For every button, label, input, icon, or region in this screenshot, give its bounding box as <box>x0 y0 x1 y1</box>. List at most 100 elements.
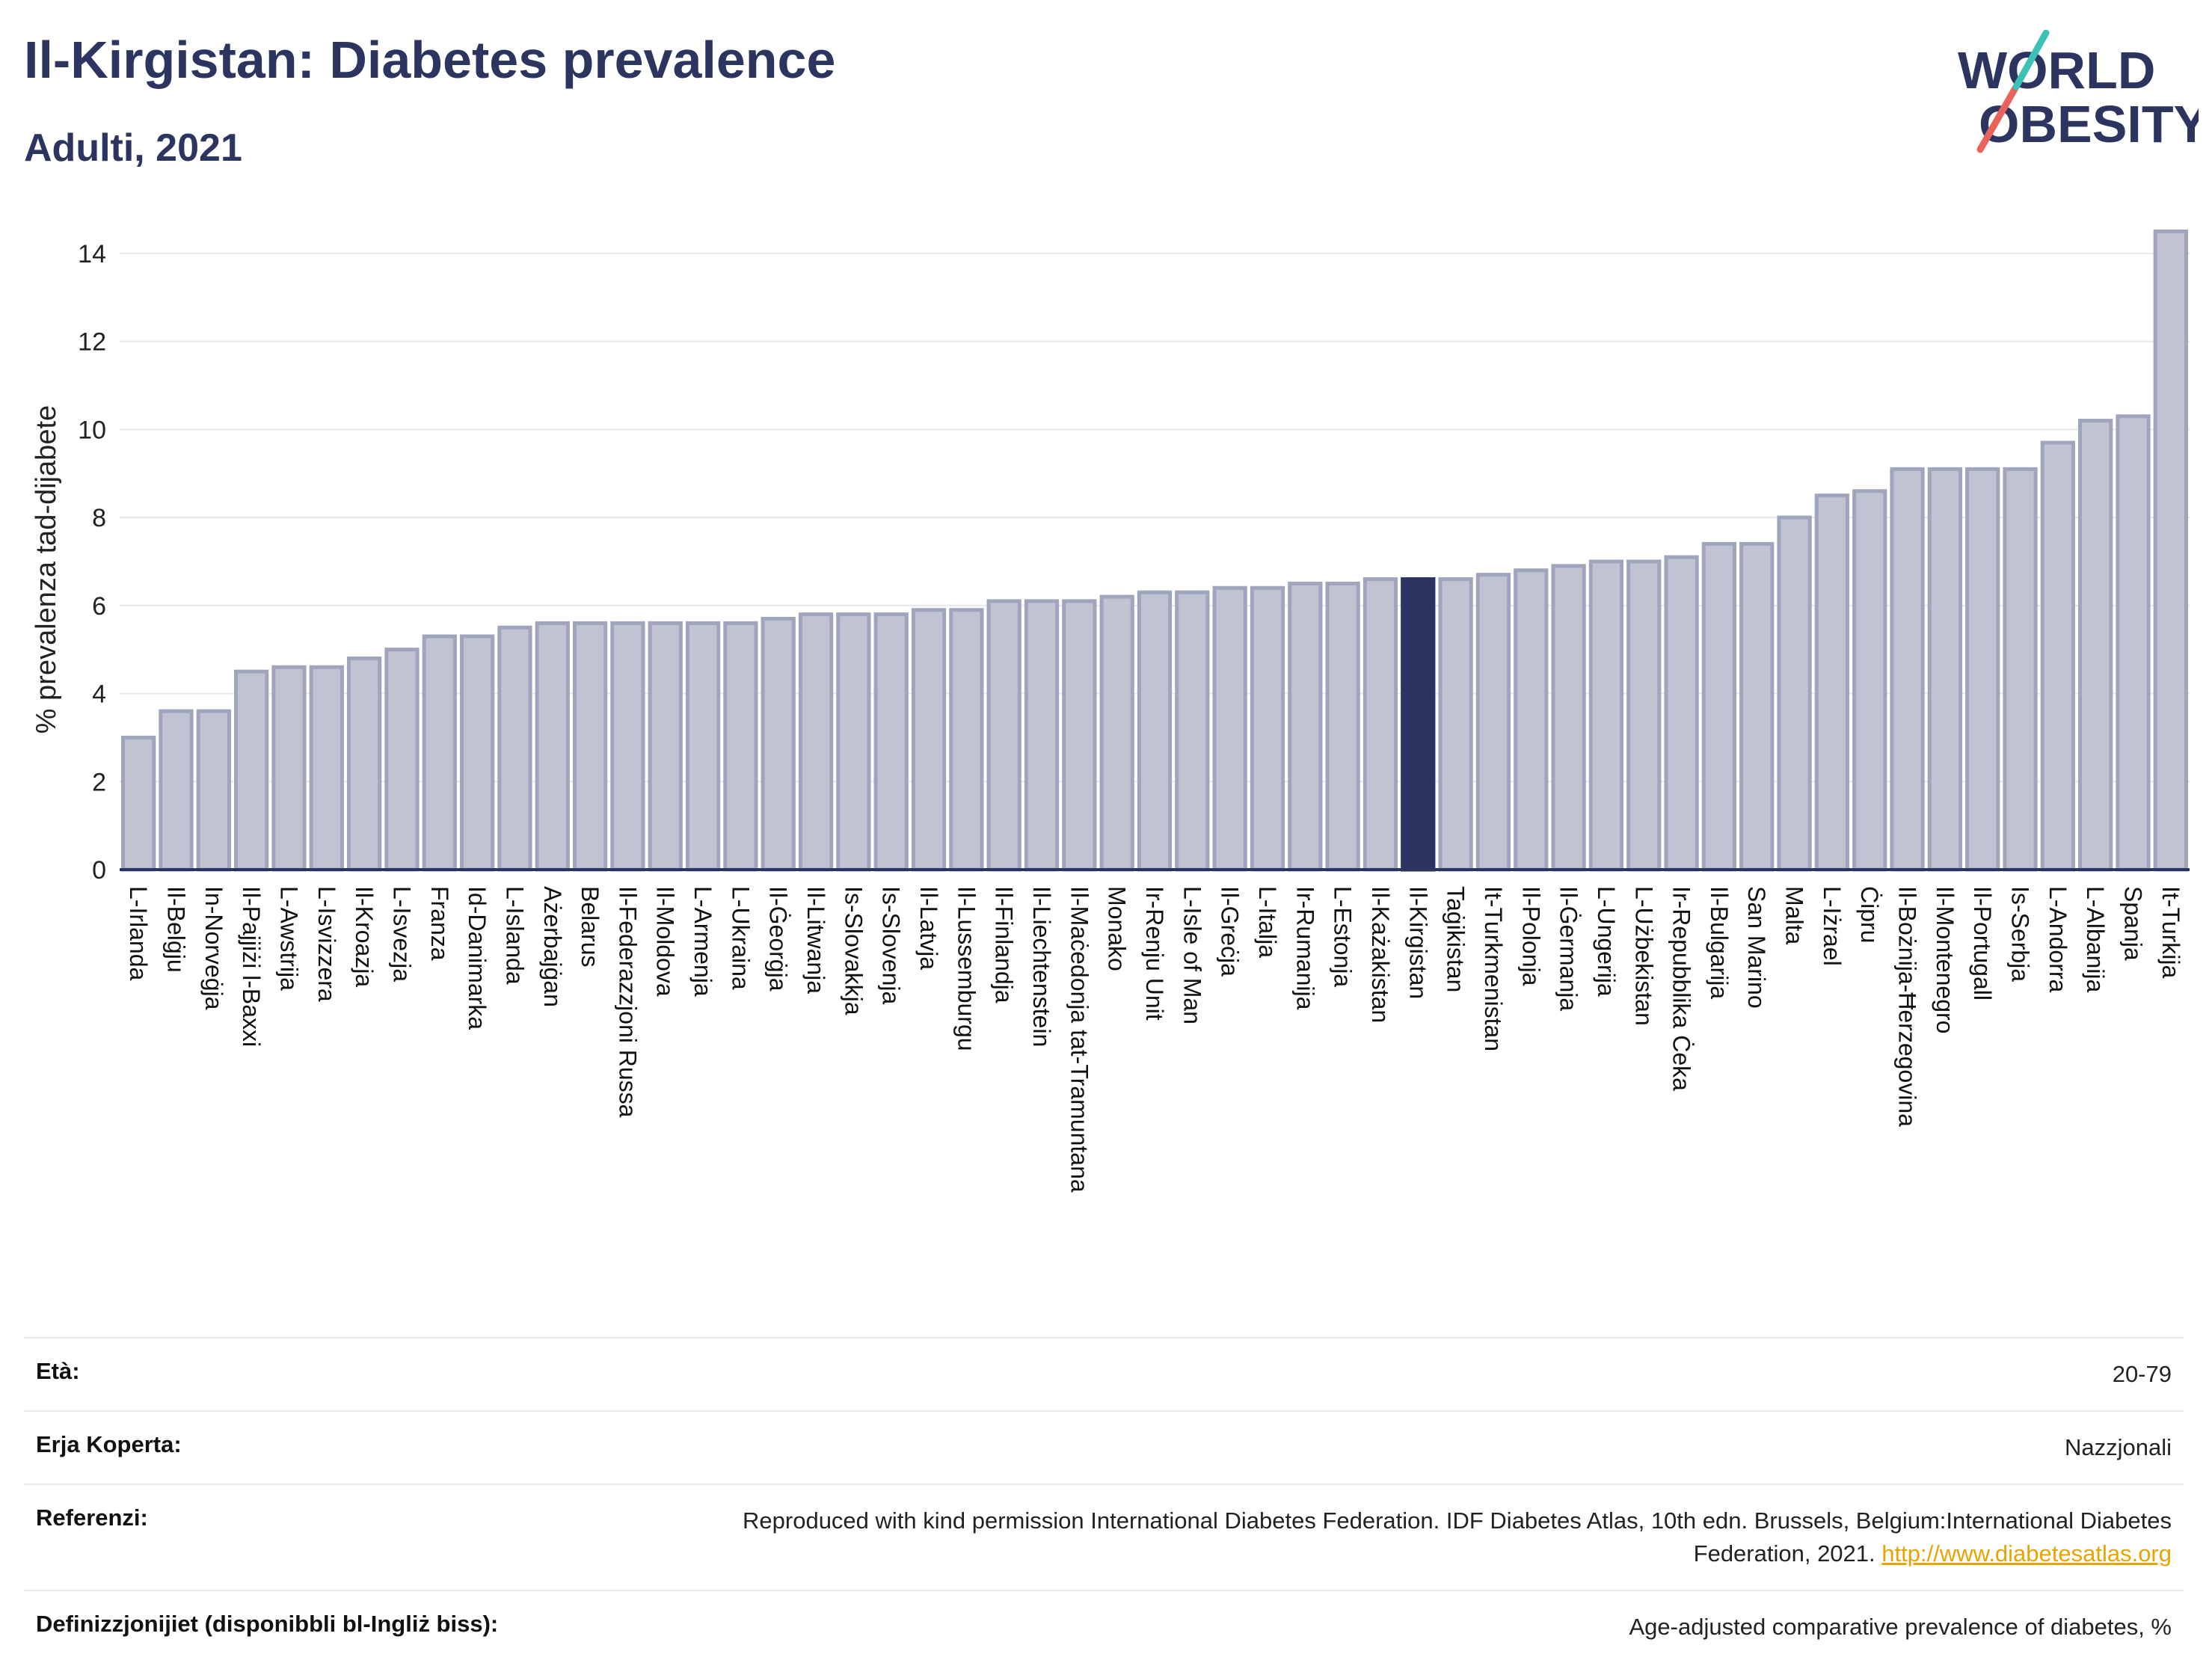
logo-slash-red <box>1976 83 2020 153</box>
x-category-label: Ażerbajġan <box>539 886 566 1007</box>
bar <box>1664 555 1699 872</box>
info-key-references: Referenzi: <box>36 1504 148 1531</box>
x-category-label: Il-Kirgistan <box>1404 886 1431 999</box>
bar <box>1701 541 1737 872</box>
bar <box>648 621 683 872</box>
info-value-definitions: Age-adjusted comparative prevalence of d… <box>1629 1614 2172 1640</box>
x-category-label: Taġikistan <box>1443 886 1469 992</box>
bar <box>1890 467 1925 872</box>
bar <box>234 669 269 872</box>
bar <box>2116 414 2151 872</box>
y-tick-label: 14 <box>78 240 106 268</box>
bar <box>1626 559 1662 872</box>
bar <box>1814 494 1850 872</box>
info-key-area: Erja Koperta: <box>36 1431 182 1457</box>
bar <box>873 612 909 872</box>
y-tick-label: 12 <box>78 328 106 357</box>
x-category-label: L-Ukraina <box>727 886 754 990</box>
bar <box>2040 440 2075 872</box>
bar <box>1175 590 1210 872</box>
bar <box>610 621 645 872</box>
bar <box>497 625 532 872</box>
bar <box>911 608 947 872</box>
x-category-label: Id-Danimarka <box>464 886 491 1030</box>
bar <box>1137 590 1173 872</box>
bar <box>1099 594 1134 872</box>
bar <box>1965 467 2000 872</box>
x-category-label: Il-Litwanja <box>802 886 829 994</box>
x-category-label: L-Użbekistan <box>1630 886 1657 1026</box>
y-tick-label: 2 <box>92 768 106 796</box>
x-category-label: Il-Latvja <box>915 886 942 970</box>
y-tick-label: 4 <box>92 680 106 709</box>
info-row-age: Età: 20-79 <box>24 1337 2184 1410</box>
y-tick-label: 0 <box>92 856 106 885</box>
y-tick-label: 6 <box>92 592 106 621</box>
bar <box>836 612 871 872</box>
bar <box>196 709 231 872</box>
bar <box>346 656 382 872</box>
x-category-label: L-Estonja <box>1330 886 1357 987</box>
info-key-age: Età: <box>36 1358 80 1384</box>
x-category-label: Il-Belġju <box>162 886 189 973</box>
bar <box>1739 541 1775 872</box>
bar <box>2003 467 2038 872</box>
reference-link[interactable]: http://www.diabetesatlas.org <box>1881 1540 2172 1567</box>
logo-line2: OBESITY <box>1979 95 2199 153</box>
bar <box>949 608 984 872</box>
bar <box>1062 599 1097 872</box>
x-category-label: Il-Bulgarija <box>1706 886 1733 999</box>
info-value-references: Reproduced with kind permission Internat… <box>639 1504 2172 1570</box>
bar <box>384 648 420 872</box>
y-axis-label: % prevalenza tad-dijabete <box>31 405 62 734</box>
y-tick-label: 10 <box>78 416 106 444</box>
x-category-label: Il-Finlandja <box>991 886 1018 1003</box>
chart-bars <box>121 229 2188 872</box>
x-category-label: L-Ungerija <box>1593 886 1620 997</box>
info-row-references: Referenzi: Reproduced with kind permissi… <box>24 1484 2184 1590</box>
bar <box>685 621 721 872</box>
x-category-label: Ir-Repubblika Ċeka <box>1668 886 1695 1091</box>
x-category-label: Il-Ġermanja <box>1555 886 1582 1011</box>
x-category-label: Is-Slovenja <box>878 886 905 1005</box>
x-category-label: Belarus <box>577 886 603 968</box>
x-category-label: Il-Każakistan <box>1367 886 1394 1023</box>
x-category-label: Il-Moldova <box>652 886 679 997</box>
bar <box>723 621 758 872</box>
y-axis-ticks: 0 2 4 6 8 10 12 14 <box>78 240 106 885</box>
x-category-label: L-Awstrija <box>275 886 302 991</box>
bar <box>1551 564 1586 872</box>
info-value-area: Nazzjonali <box>2064 1434 2172 1460</box>
logo-line1: WORLD <box>1958 41 2155 99</box>
bar <box>986 599 1021 872</box>
x-category-label: Il-Pajjiżi l-Baxxi <box>238 886 265 1047</box>
x-category-label: Il-Maċedonja tat-Tramuntana <box>1066 886 1093 1193</box>
page-title: Il-Kirgistan: Diabetes prevalence <box>24 31 836 89</box>
info-table: Età: 20-79 Erja Koperta: Nazzjonali Refe… <box>24 1337 2184 1663</box>
bar <box>159 709 194 872</box>
x-category-label: L-Iżrael <box>1819 886 1846 966</box>
x-category-label: Is-Serbja <box>2007 886 2034 982</box>
x-category-label: Il-Polonja <box>1517 886 1544 986</box>
bar <box>1514 568 1549 872</box>
x-category-label: Il-Federazzjoni Russa <box>614 886 641 1118</box>
x-category-label: Il-Lussemburgu <box>953 886 980 1051</box>
bar <box>1024 599 1060 872</box>
y-tick-label: 8 <box>92 504 106 532</box>
x-category-label: L-Isvizzera <box>313 886 340 1002</box>
bar <box>309 665 344 872</box>
bar <box>1777 515 1812 872</box>
x-category-label: L-Italja <box>1254 886 1281 958</box>
bar <box>2153 229 2188 872</box>
bar <box>121 735 156 872</box>
bar <box>1927 467 1963 872</box>
bar <box>1852 489 1887 872</box>
page-subtitle: Adulti, 2021 <box>24 126 242 170</box>
bar <box>1438 577 1473 872</box>
info-key-definitions: Definizzjonijiet (disponibbli bl-Ingliż … <box>36 1611 499 1637</box>
bar <box>1250 585 1285 872</box>
bar <box>572 621 608 872</box>
x-category-label: L-Islanda <box>501 886 528 985</box>
x-category-label: Il-Liechtenstein <box>1028 886 1055 1047</box>
x-category-label: Il-Ġeorġja <box>765 886 792 992</box>
